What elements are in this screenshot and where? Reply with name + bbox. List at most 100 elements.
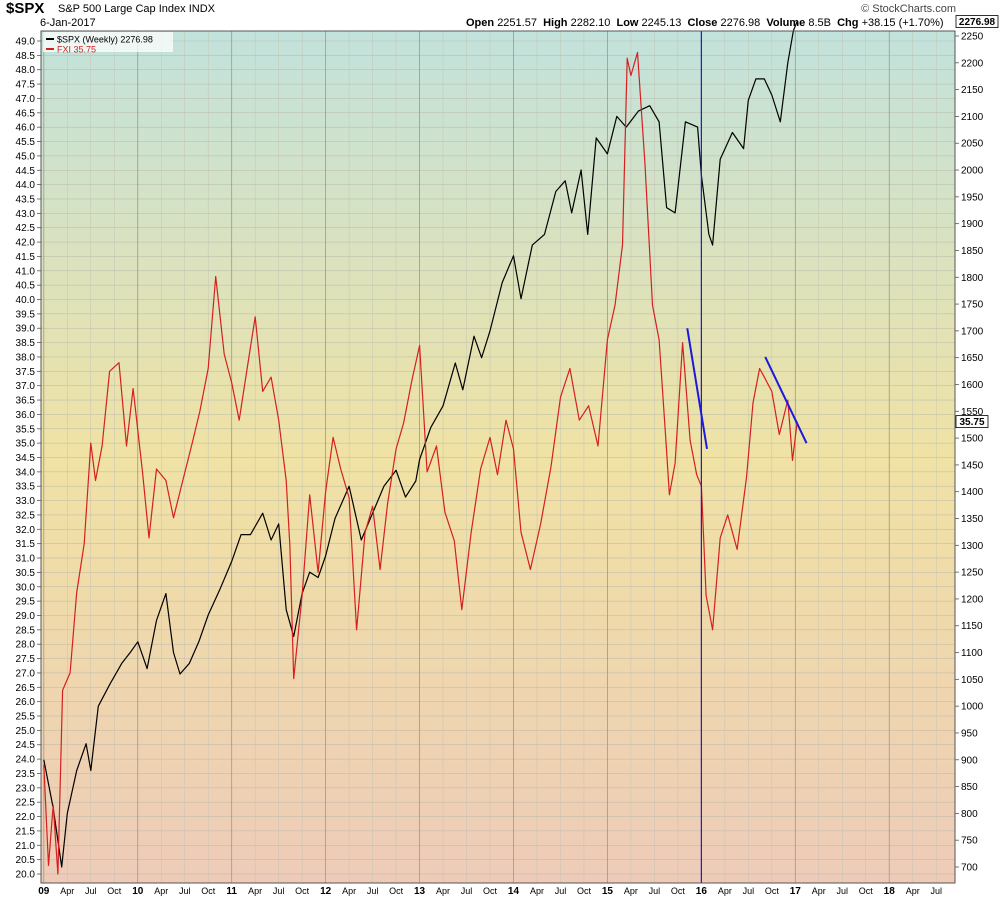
left-tick-label: 38.0 [16,352,36,363]
left-tick-label: 26.5 [16,683,36,694]
left-tick-label: 31.5 [16,539,36,550]
left-tick-label: 42.0 [16,238,36,249]
right-tick-label: 950 [961,728,978,739]
exchange: INDX [188,3,215,15]
left-tick-label: 23.0 [16,783,36,794]
right-tick-label: 2000 [961,166,984,177]
chg-label: Chg [837,17,859,29]
left-tick-label: 44.5 [16,166,36,177]
left-tick-label: 49.0 [16,37,36,48]
x-tick-label: 10 [132,886,144,897]
right-tick-label: 1900 [961,219,984,230]
open-value: 2251.57 [497,17,537,29]
right-tick-label: 1700 [961,326,984,337]
x-tick-label: 17 [790,886,802,897]
index-name: S&P 500 Large Cap Index INDX [58,3,215,15]
right-tick-label: 1200 [961,594,984,605]
left-tick-label: 48.0 [16,65,36,76]
legend-entry: $SPX (Weekly) 2276.98 [57,35,153,45]
left-tick-label: 35.0 [16,439,36,450]
left-tick-label: 31.0 [16,554,36,565]
symbol: $SPX [6,0,45,17]
right-tick-label: 1550 [961,407,984,418]
left-tick-label: 43.5 [16,194,36,205]
x-tick-label: Jul [555,886,567,896]
left-tick-label: 22.0 [16,812,36,823]
left-tick-label: 27.5 [16,654,36,665]
left-tick-label: 28.0 [16,640,36,651]
left-tick-label: 23.5 [16,769,36,780]
left-tick-label: 30.0 [16,582,36,593]
left-tick-label: 37.5 [16,367,36,378]
index-title: S&P 500 Large Cap Index [58,3,186,15]
right-tick-label: 1250 [961,568,984,579]
x-tick-label: Oct [577,886,592,896]
x-tick-label: Apr [342,886,356,896]
open-label: Open [466,17,495,29]
left-tick-label: 27.0 [16,668,36,679]
left-tick-label: 21.5 [16,826,36,837]
right-tick-label: 750 [961,836,978,847]
right-tick-label: 2050 [961,139,984,150]
x-tick-label: 12 [320,886,332,897]
right-tick-label: 2150 [961,85,984,96]
x-tick-label: Oct [859,886,874,896]
right-tick-label: 1800 [961,273,984,284]
high-label: High [543,17,568,29]
left-tick-label: 25.0 [16,726,36,737]
annotations [686,31,808,883]
legend-box [43,32,173,52]
fxi-last-value: 35.75 [959,417,984,428]
right-tick-label: 1850 [961,246,984,257]
legend-entry: FXI 35.75 [57,45,96,55]
right-tick-label: 1500 [961,434,984,445]
left-tick-label: 40.0 [16,295,36,306]
x-tick-label: Jul [85,886,97,896]
left-tick-label: 29.0 [16,611,36,622]
close-label: Close [687,17,718,29]
plot-frame [40,30,956,884]
right-tick-label: 800 [961,809,978,820]
left-tick-label: 48.5 [16,51,36,62]
left-tick-label: 34.0 [16,467,36,478]
x-tick-label: Oct [295,886,310,896]
x-tick-label: Jul [837,886,849,896]
spx-last-tag [955,15,999,28]
left-axis-fxi: 20.0 20.5 21.0 21.5 22.0 22.5 23.0 23.5 24.0 24.5… [16,37,41,881]
left-tick-label: 24.0 [16,755,36,766]
x-tick-label: Apr [154,886,168,896]
right-tick-label: 850 [961,782,978,793]
x-tick-label: Apr [60,886,74,896]
trendline [764,356,808,444]
close-value: 2276.98 [720,17,761,29]
right-tick-label: 700 [961,863,978,874]
high-value: 2282.10 [570,17,611,29]
right-tick-label: 900 [961,755,978,766]
left-tick-label: 21.0 [16,841,36,852]
x-tick-label: Oct [671,886,686,896]
x-tick-label: 09 [38,886,50,897]
right-tick-label: 1000 [961,702,984,713]
x-tick-label: Jul [367,886,379,896]
fxi-line [43,51,798,875]
right-tick-label: 1600 [961,380,984,391]
left-tick-label: 29.5 [16,597,36,608]
x-tick-label: Apr [624,886,638,896]
low-label: Low [616,17,639,29]
left-tick-label: 24.5 [16,740,36,751]
left-tick-label: 45.0 [16,151,36,162]
x-tick-label: Oct [765,886,780,896]
x-tick-label: 18 [884,886,896,897]
x-tick-label: Jul [743,886,755,896]
right-tick-label: 1300 [961,541,984,552]
x-tick-label: Apr [906,886,920,896]
x-tick-label: Oct [483,886,498,896]
left-tick-label: 40.5 [16,281,36,292]
left-tick-label: 39.5 [16,309,36,320]
right-tick-label: 2250 [961,32,984,43]
x-tick-label: Jul [649,886,661,896]
left-tick-label: 41.0 [16,266,36,277]
x-tick-label: Jul [179,886,191,896]
x-tick-label: Apr [248,886,262,896]
